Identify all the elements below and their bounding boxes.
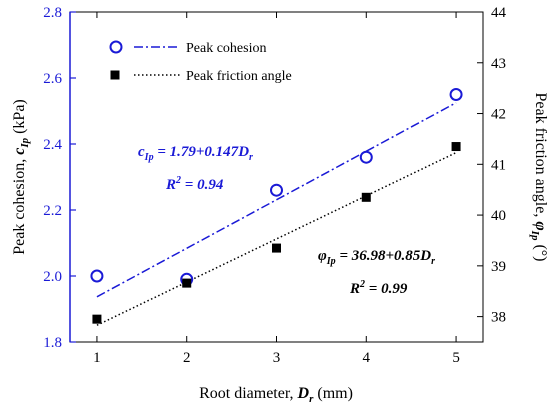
y-right-tick-label: 39 — [491, 259, 506, 275]
x-axis-title: Root diameter, Dr (mm) — [199, 385, 353, 405]
plot-frame — [69, 11, 484, 343]
fit-line-cohesion — [96, 102, 457, 298]
cohesion-point — [359, 150, 373, 164]
friction-point — [361, 192, 371, 202]
friction-r2: R2 = 0.99 — [349, 279, 408, 297]
y-right-tick-label: 44 — [491, 5, 507, 21]
cohesion-point — [270, 183, 283, 197]
legend: Peak cohesion Peak friction angle — [109, 40, 292, 84]
y-right-tick-label: 43 — [491, 56, 506, 72]
y-right-tick-label: 38 — [491, 310, 506, 326]
cohesion-r2: R2 = 0.94 — [165, 175, 224, 193]
y-right-tick-label: 41 — [491, 157, 506, 173]
cohesion-point — [90, 269, 104, 283]
y-left-tick-label: 2.0 — [43, 269, 62, 285]
legend-cohesion-marker — [109, 40, 123, 54]
x-tick-label: 5 — [452, 350, 460, 366]
y-left-tick-label: 2.8 — [43, 5, 62, 21]
legend-friction-marker — [110, 70, 120, 80]
x-tick-label: 1 — [93, 350, 101, 366]
x-tick-label: 3 — [273, 350, 281, 366]
friction-point — [272, 243, 281, 253]
y-left-tick-label: 2.6 — [43, 71, 62, 87]
y-left-tick-label: 1.8 — [43, 335, 62, 351]
y-axis-right-title: Peak friction angle, φIp (°) — [529, 92, 549, 261]
cohesion-point — [449, 88, 463, 101]
y-right-tick-label: 42 — [491, 107, 506, 123]
friction-point — [92, 314, 102, 324]
legend-friction-label: Peak friction angle — [186, 69, 292, 84]
friction-point — [451, 142, 461, 152]
y-left-tick-label: 2.4 — [43, 137, 62, 153]
x-tick-label: 2 — [183, 350, 191, 366]
friction-point — [182, 278, 192, 288]
fit-line-friction — [96, 151, 457, 326]
x-tick-label: 4 — [363, 350, 371, 366]
friction-equation: φIp = 36.98+0.85Dr — [318, 248, 435, 267]
cohesion-equation: cIp = 1.79+0.147Dr — [138, 144, 253, 163]
y-axis-left-title: Peak cohesion, cIp (kPa) — [11, 99, 31, 255]
legend-cohesion-label: Peak cohesion — [186, 41, 266, 56]
y-left-tick-label: 2.2 — [43, 203, 62, 219]
y-right-tick-label: 40 — [491, 208, 506, 224]
